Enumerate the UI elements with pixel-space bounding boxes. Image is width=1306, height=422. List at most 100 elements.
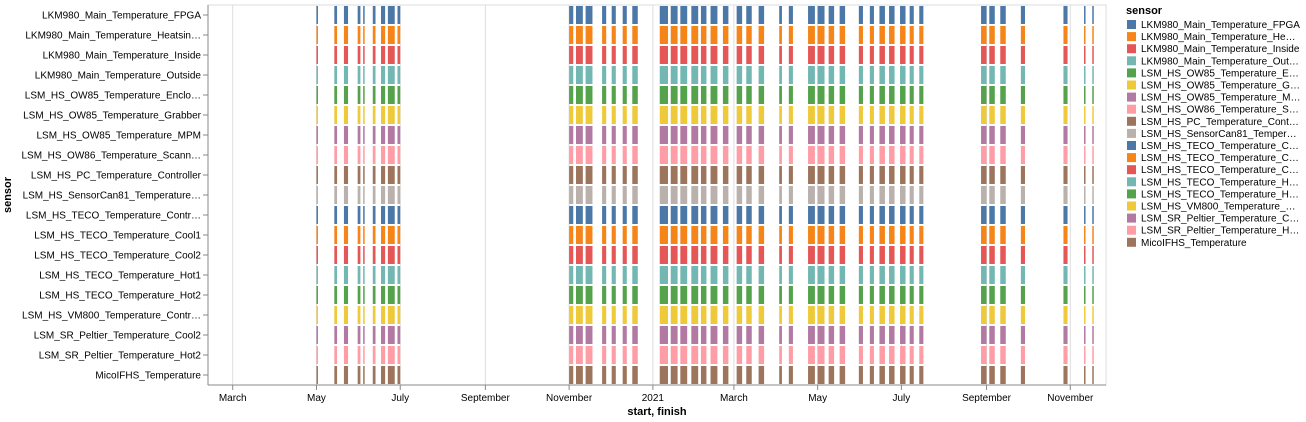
interval-bar <box>381 206 386 224</box>
interval-bar <box>372 226 376 244</box>
interval-bar <box>828 126 835 144</box>
interval-bar <box>758 266 765 284</box>
interval-bar <box>736 86 743 104</box>
interval-bar <box>989 206 995 224</box>
interval-bar <box>869 66 874 84</box>
interval-bar <box>372 246 376 264</box>
interval-bar <box>397 226 401 244</box>
interval-bar <box>919 46 924 64</box>
legend-swatch <box>1127 141 1136 150</box>
interval-bar <box>808 346 815 364</box>
interval-bar <box>316 106 318 124</box>
interval-bar <box>839 26 846 44</box>
interval-bar <box>919 186 924 204</box>
interval-bar <box>363 286 365 304</box>
interval-bar <box>691 146 699 164</box>
interval-bar <box>611 166 616 184</box>
interval-bar <box>1020 66 1025 84</box>
interval-bar <box>397 86 401 104</box>
interval-bar <box>879 186 885 204</box>
interval-bar <box>632 146 638 164</box>
interval-bar <box>357 6 361 24</box>
interval-bar <box>889 186 895 204</box>
interval-bar <box>387 86 395 104</box>
interval-bar <box>357 26 361 44</box>
interval-bar <box>722 326 729 344</box>
interval-bar <box>1084 326 1086 344</box>
interval-bar <box>659 326 668 344</box>
interval-bar <box>788 206 793 224</box>
interval-bar <box>722 186 729 204</box>
interval-bar <box>700 206 707 224</box>
interval-bar <box>659 46 668 64</box>
interval-bar <box>779 366 782 384</box>
interval-bar <box>858 146 863 164</box>
legend-swatch <box>1127 20 1136 29</box>
interval-bar <box>1000 206 1006 224</box>
interval-bar <box>981 366 987 384</box>
interval-bar <box>659 306 668 324</box>
interval-bar <box>736 366 743 384</box>
interval-bar <box>722 106 729 124</box>
interval-bar <box>670 46 678 64</box>
interval-bar <box>889 6 895 24</box>
interval-bar <box>381 46 386 64</box>
interval-bar <box>889 106 895 124</box>
interval-bar <box>1063 326 1068 344</box>
legend-swatch <box>1127 177 1136 187</box>
interval-bar <box>889 126 895 144</box>
interval-bar <box>691 106 699 124</box>
interval-bar <box>357 166 361 184</box>
interval-bar <box>700 106 707 124</box>
interval-bar <box>680 266 688 284</box>
interval-bar <box>1092 86 1094 104</box>
interval-bar <box>788 286 793 304</box>
interval-bar <box>1084 306 1086 324</box>
interval-bar <box>981 166 987 184</box>
interval-bar <box>1000 106 1006 124</box>
interval-bar <box>817 66 825 84</box>
legend-swatch <box>1127 92 1136 102</box>
interval-bar <box>397 346 401 364</box>
interval-bar <box>788 226 793 244</box>
interval-bar <box>659 366 668 384</box>
interval-bar <box>680 6 688 24</box>
interval-bar <box>1063 246 1068 264</box>
interval-bar <box>585 326 593 344</box>
interval-bar <box>387 346 395 364</box>
interval-bar <box>632 106 638 124</box>
interval-bar <box>397 286 401 304</box>
interval-bar <box>1063 206 1068 224</box>
interval-bar <box>387 326 395 344</box>
interval-bar <box>746 6 752 24</box>
interval-bar <box>680 106 688 124</box>
interval-bar <box>788 86 793 104</box>
interval-bar <box>1092 46 1094 64</box>
interval-bar <box>387 166 395 184</box>
legend-label: MicoIFHS_Temperature <box>1141 238 1247 249</box>
legend-label: LSM_SR_Peltier_Temperature_C… <box>1141 214 1299 225</box>
interval-bar <box>316 146 318 164</box>
interval-bar <box>858 326 863 344</box>
interval-bar <box>828 186 835 204</box>
interval-bar <box>372 26 376 44</box>
x-axis-title: start, finish <box>627 406 687 418</box>
interval-bar <box>632 126 638 144</box>
interval-bar <box>363 266 365 284</box>
interval-bar <box>357 326 361 344</box>
interval-bar <box>569 6 574 24</box>
interval-bar <box>758 106 765 124</box>
interval-bar <box>900 146 906 164</box>
interval-bar <box>387 266 395 284</box>
interval-bar <box>710 46 718 64</box>
interval-bar <box>909 46 914 64</box>
interval-bar <box>334 346 338 364</box>
interval-bar <box>989 66 995 84</box>
interval-bar <box>569 106 574 124</box>
interval-bar <box>1092 186 1094 204</box>
axes <box>207 4 1107 386</box>
interval-bar <box>1000 6 1006 24</box>
interval-bar <box>900 306 906 324</box>
interval-bar <box>343 166 349 184</box>
interval-bar <box>622 6 627 24</box>
